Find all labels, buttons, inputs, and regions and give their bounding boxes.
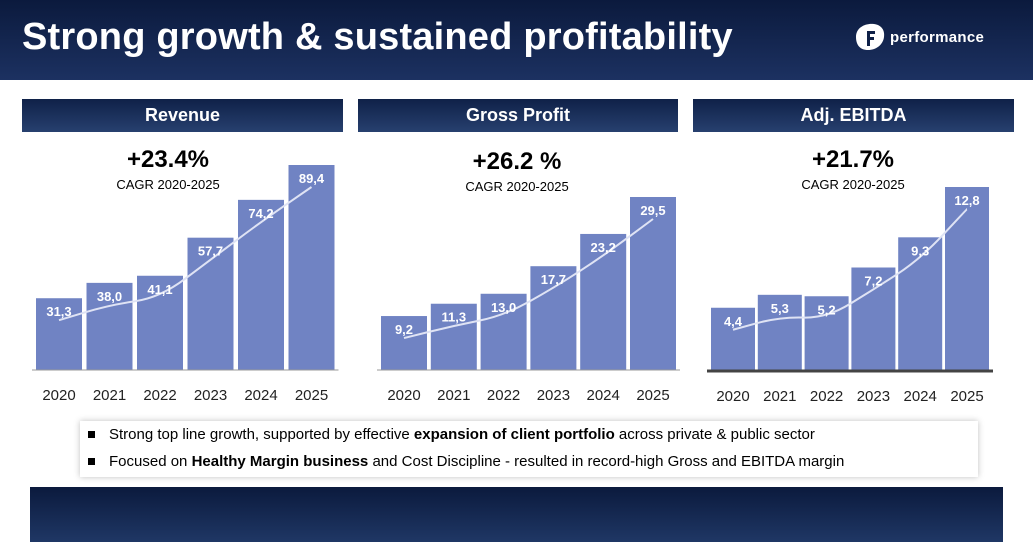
bar-gross-profit-2025 [630,197,676,370]
panel-header-adj-ebitda: Adj. EBITDA [693,99,1014,132]
data-label: 13,0 [491,300,516,315]
bar-adj-ebitda-2025 [945,187,989,371]
cagr-gross-profit: +26.2 % CAGR 2020-2025 [437,148,597,194]
x-tick-label: 2023 [537,387,570,404]
company-logo: performance [850,22,984,52]
bullet-square-icon [88,431,95,438]
data-label: 29,5 [640,203,665,218]
bar-adj-ebitda-2021 [757,294,802,371]
bullet-item: Focused on Healthy Margin business and C… [88,453,844,470]
data-label: 23,2 [591,240,616,255]
x-tick-label: 2022 [810,388,843,405]
performance-logo-icon [856,23,885,50]
x-tick-label: 2025 [295,387,328,404]
trendline-adj-ebitda [732,208,968,331]
x-tick-label: 2024 [904,388,937,405]
data-label: 38,0 [97,289,122,304]
data-label: 12,8 [954,193,979,208]
x-tick-label: 2025 [636,387,669,404]
trendline-gross-profit [403,218,654,340]
x-tick-label: 2020 [716,388,749,405]
bar-revenue-2024 [238,199,284,370]
key-takeaways-box: Strong top line growth, supported by eff… [80,421,978,477]
bar-revenue-2020 [36,298,82,370]
cagr-value: +26.2 % [472,148,562,175]
data-label: 74,2 [248,206,273,221]
data-label: 31,3 [46,304,71,319]
x-tick-label: 2022 [487,387,520,404]
x-tick-label: 2024 [244,387,277,404]
bullet-square-icon [88,458,95,465]
bar-adj-ebitda-2024 [898,237,943,371]
data-label: 9,2 [395,322,413,337]
bar-adj-ebitda-2023 [851,267,896,371]
x-tick-label: 2024 [587,387,620,404]
bar-revenue-2022 [137,275,183,370]
x-tick-label: 2021 [763,388,796,405]
footer-bar [30,487,1003,542]
x-tick-label: 2020 [42,387,75,404]
bullet-item: Strong top line growth, supported by eff… [88,426,815,443]
data-label: 41,1 [147,282,172,297]
x-tick-label: 2020 [387,387,420,404]
x-tick-label: 2023 [857,388,890,405]
data-label: 5,3 [771,301,789,316]
data-label: 89,4 [299,171,325,186]
bullet-text: Strong top line growth, supported by eff… [109,426,815,443]
bar-gross-profit-2024 [580,233,627,370]
data-label: 17,7 [541,272,566,287]
bar-revenue-2025 [288,165,335,370]
panel-header-gross-profit: Gross Profit [358,99,678,132]
cagr-revenue: +23.4% CAGR 2020-2025 [88,146,248,192]
cagr-value: +21.7% [811,146,895,173]
bullet-text: Focused on Healthy Margin business and C… [109,453,845,470]
bar-gross-profit-2023 [530,266,577,370]
title-bar: Strong growth & sustained profitability … [0,0,1033,80]
cagr-label: CAGR 2020-2025 [116,177,220,192]
cagr-value: +23.4% [126,146,210,173]
x-tick-label: 2021 [93,387,126,404]
data-label: 5,2 [818,302,836,317]
bar-gross-profit-2021 [430,303,477,370]
bar-revenue-2021 [86,282,133,370]
bar-gross-profit-2020 [381,316,427,370]
x-tick-label: 2023 [194,387,227,404]
data-label: 4,4 [724,314,743,329]
x-tick-label: 2022 [143,387,176,404]
data-label: 57,7 [198,244,223,259]
cagr-label: CAGR 2020-2025 [465,179,569,194]
data-label: 7,2 [864,274,882,289]
logo-text: performance [890,28,985,46]
cagr-adj-ebitda: +21.7% CAGR 2020-2025 [773,146,933,192]
cagr-label: CAGR 2020-2025 [801,177,905,192]
x-tick-label: 2025 [950,388,983,405]
panel-header-revenue: Revenue [22,99,343,132]
page-title: Strong growth & sustained profitability [22,16,733,58]
x-tick-label: 2021 [437,387,470,404]
trendline-revenue [58,186,313,322]
data-label: 11,3 [442,310,467,325]
data-label: 9,3 [911,243,929,258]
bar-adj-ebitda-2020 [711,307,755,371]
